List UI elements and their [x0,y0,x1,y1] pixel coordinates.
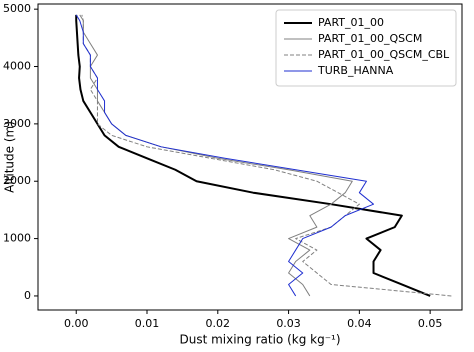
x-tick-label: 0.02 [206,317,231,330]
x-axis-label: Dust mixing ratio (kg kg⁻¹) [179,333,340,347]
legend-label: TURB_HANNA [317,64,394,77]
y-tick-label: 3000 [3,117,31,130]
profile-line [75,14,431,297]
legend-label: PART_01_00_QSCM_CBL [318,48,450,61]
profile-line [75,14,375,297]
y-tick-label: 4000 [3,60,31,73]
x-tick-label: 0.05 [418,317,443,330]
x-tick-label: 0.01 [135,317,160,330]
profile-line [81,14,452,297]
x-tick-label: 0.00 [64,317,89,330]
y-tick-label: 5000 [3,2,31,15]
y-tick-label: 0 [24,289,31,302]
x-tick-label: 0.04 [347,317,372,330]
legend-label: PART_01_00 [318,16,384,29]
y-axis-label: Altitude (m) [3,121,17,193]
y-tick-label: 1000 [3,232,31,245]
plot-frame [37,3,463,311]
y-tick-label: 2000 [3,174,31,187]
legend-label: PART_01_00_QSCM [318,32,422,45]
profile-line [79,14,353,297]
x-tick-label: 0.03 [276,317,301,330]
legend-box [275,9,457,87]
